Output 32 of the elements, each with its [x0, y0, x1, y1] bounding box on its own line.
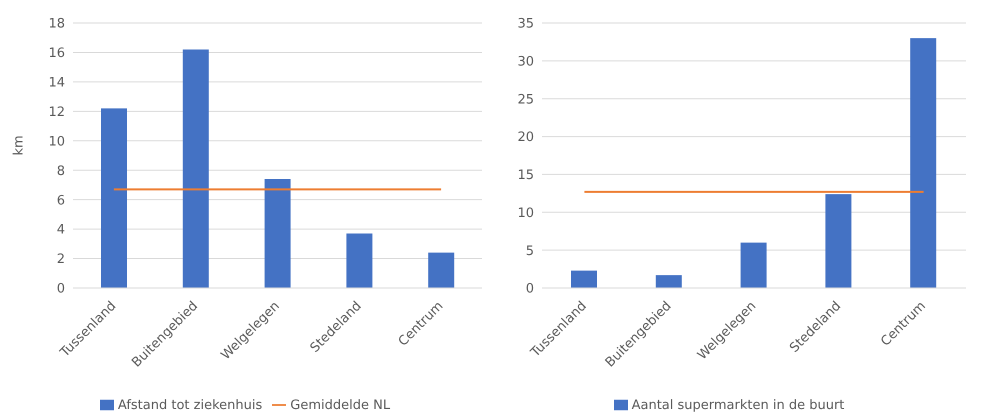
y-tick-label: 16 — [48, 46, 65, 62]
y-tick-label: 20 — [517, 130, 534, 146]
y-tick-label: 2 — [56, 252, 65, 268]
bar — [182, 50, 209, 288]
legend-label: Gemiddelde NL — [290, 398, 390, 413]
y-tick-label: 4 — [56, 222, 65, 238]
y-tick-label: 0 — [526, 282, 534, 297]
y-tick-label: 8 — [56, 164, 65, 179]
y-tick-label: 18 — [48, 16, 65, 32]
y-tick-label: 15 — [517, 168, 534, 184]
y-tick-label: 0 — [56, 282, 65, 297]
bar — [264, 179, 291, 288]
bar — [740, 242, 767, 288]
bar — [101, 108, 127, 288]
bar — [571, 270, 597, 288]
y-tick-label: 25 — [517, 92, 534, 108]
y-tick-label: 10 — [517, 206, 534, 221]
bar — [910, 38, 936, 288]
y-tick-label: 14 — [48, 76, 65, 91]
bar — [428, 252, 454, 288]
legend-label: Afstand tot ziekenhuis — [118, 398, 262, 413]
bar — [825, 194, 852, 288]
legend-label: Aantal supermarkten in de buurt — [632, 398, 844, 413]
y-axis-title: km — [12, 135, 27, 156]
y-tick-label: 30 — [517, 54, 534, 70]
y-tick-label: 5 — [526, 244, 534, 259]
y-tick-label: 12 — [48, 104, 65, 120]
y-tick-label: 35 — [517, 16, 534, 32]
y-tick-label: 10 — [48, 134, 65, 150]
bar — [346, 234, 372, 288]
y-tick-label: 6 — [56, 193, 65, 208]
bar — [656, 275, 682, 288]
